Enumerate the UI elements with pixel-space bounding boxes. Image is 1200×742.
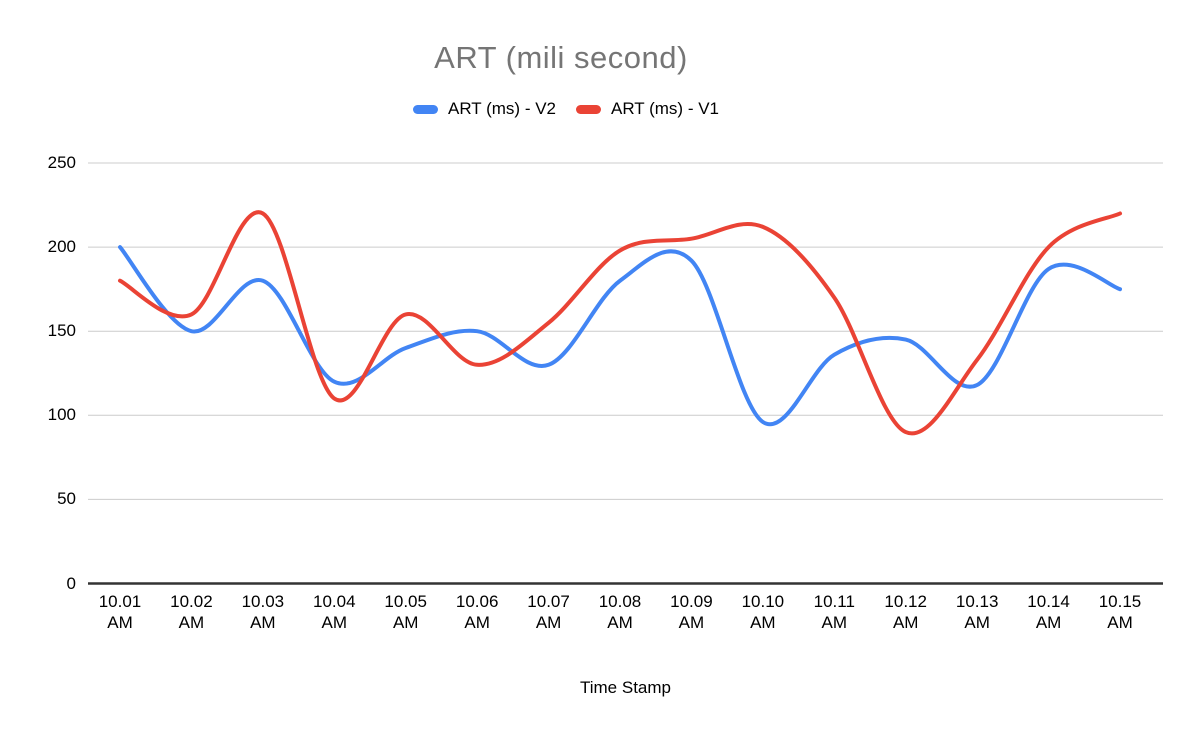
y-tick-label: 200 xyxy=(47,237,76,257)
x-tick-label: 10.10 AM xyxy=(741,592,785,632)
y-tick-label: 150 xyxy=(47,321,76,341)
x-tick-label: 10.01 AM xyxy=(98,592,142,632)
x-tick-label: 10.02 AM xyxy=(170,592,213,632)
chart-title: ART (mili second) xyxy=(434,40,688,75)
x-tick-label: 10.06 AM xyxy=(455,592,499,632)
x-tick-label: 10.08 AM xyxy=(598,592,642,632)
legend-swatch-icon xyxy=(413,104,438,114)
y-tick-label: 100 xyxy=(47,405,76,425)
x-axis-title: Time Stamp xyxy=(579,678,671,697)
y-tick-label: 0 xyxy=(66,573,76,593)
legend-item-1: ART (ms) - V2 xyxy=(413,99,556,119)
legend-item-2: ART (ms) - V1 xyxy=(576,99,719,119)
y-tick-label: 250 xyxy=(47,153,76,172)
x-tick-label: 10.05 AM xyxy=(384,592,427,632)
x-tick-label: 10.09 AM xyxy=(670,592,713,632)
x-tick-label: 10.12 AM xyxy=(884,592,927,632)
series-line-1 xyxy=(118,245,1122,427)
x-tick-label: 10.13 AM xyxy=(955,592,999,632)
x-tick-label: 10.14 AM xyxy=(1027,592,1070,632)
x-tick-label: 10.04 AM xyxy=(313,592,356,632)
series-line-2 xyxy=(118,210,1122,436)
x-tick-label: 10.11 AM xyxy=(813,592,855,632)
legend-label: ART (ms) - V1 xyxy=(611,99,719,118)
y-tick-label: 50 xyxy=(57,489,76,509)
x-tick-label: 10.03 AM xyxy=(241,592,285,632)
legend-swatch-icon xyxy=(576,104,601,114)
x-tick-label: 10.15 AM xyxy=(1098,592,1142,632)
legend-label: ART (ms) - V2 xyxy=(448,99,556,118)
legend: ART (ms) - V2 ART (ms) - V1 xyxy=(0,98,1132,120)
x-tick-label: 10.07 AM xyxy=(527,592,570,632)
